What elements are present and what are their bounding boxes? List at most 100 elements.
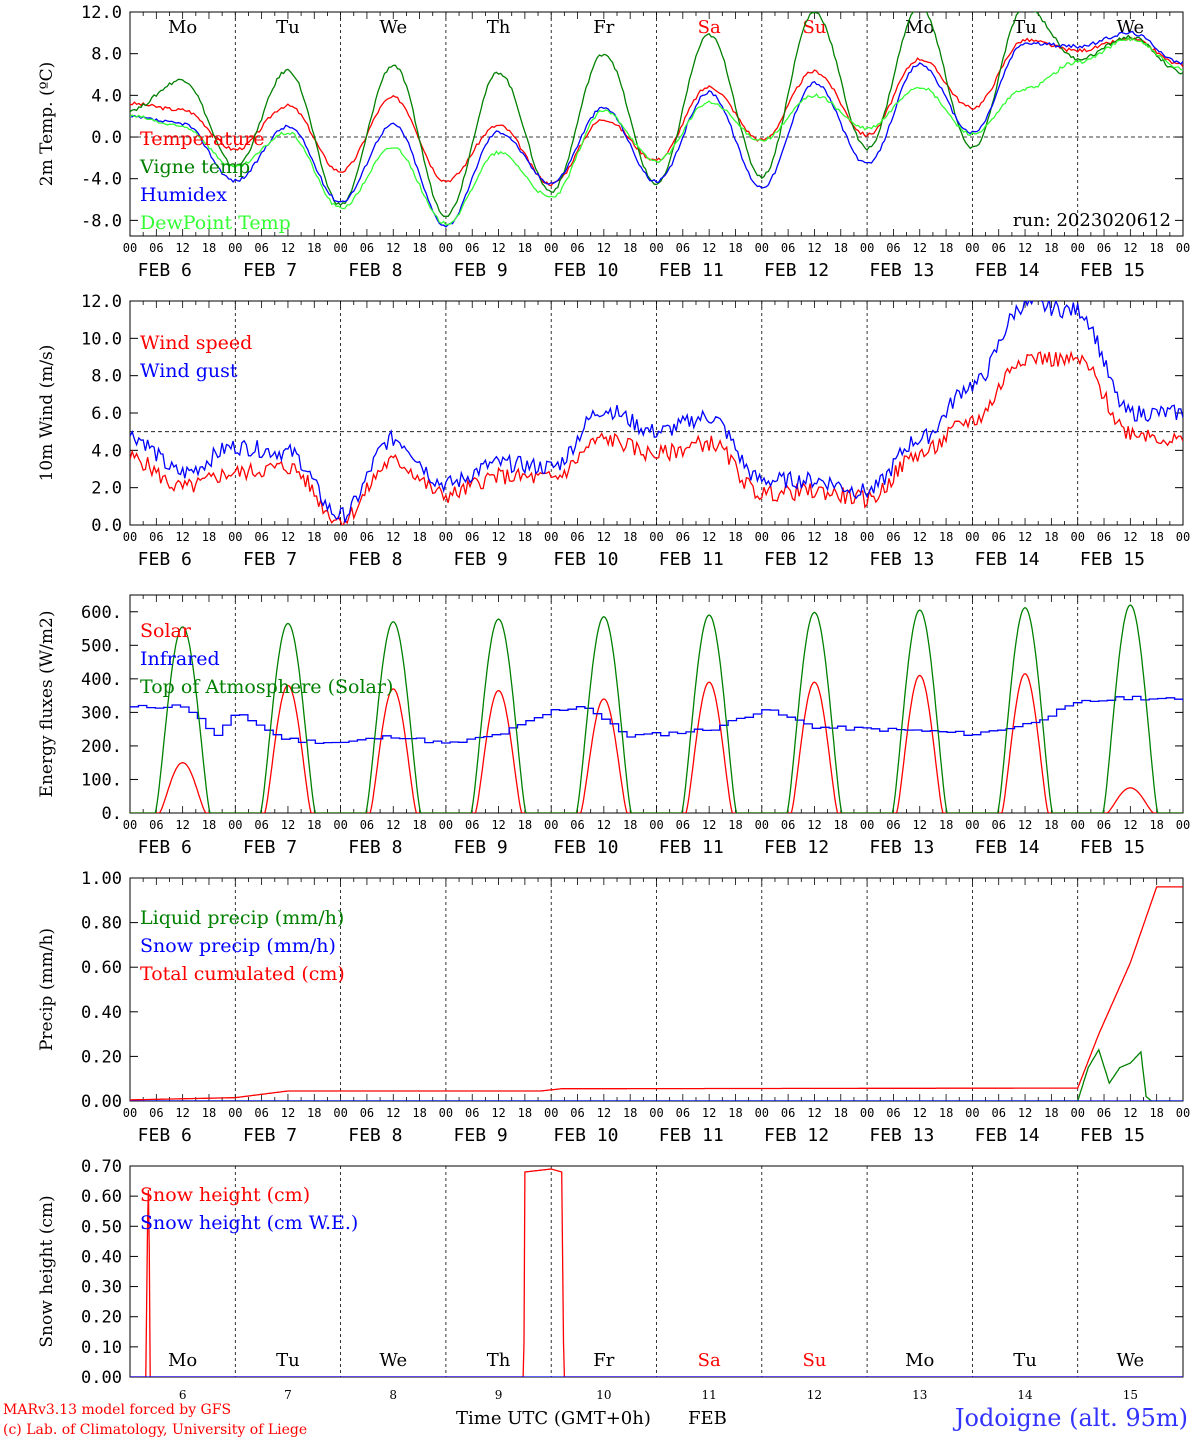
y-tick-label: 0.0	[91, 128, 122, 148]
hour-tick-label: 18	[834, 818, 848, 832]
hour-tick-label: 00	[965, 1106, 979, 1120]
y-tick-label: 0.40	[81, 1247, 122, 1267]
hour-tick-label: 12	[807, 241, 821, 255]
y-tick-label: 1.00	[81, 869, 122, 889]
hour-tick-label: 18	[1149, 530, 1163, 544]
legend-entry: Snow height (cm W.E.)	[140, 1212, 358, 1234]
day-label: FEB 11	[659, 260, 724, 281]
hour-tick-label: 00	[333, 241, 347, 255]
hour-tick-label: 00	[649, 1106, 663, 1120]
hour-tick-label: 12	[281, 1106, 295, 1120]
hour-tick-label: 06	[676, 530, 690, 544]
hour-tick-label: 06	[465, 530, 479, 544]
hour-tick-label: 18	[728, 818, 742, 832]
hour-tick-label: 18	[939, 818, 953, 832]
hour-tick-label: 12	[702, 241, 716, 255]
legend-entry: Liquid precip (mm/h)	[140, 907, 344, 929]
hour-tick-label: 12	[1018, 241, 1032, 255]
legend-entry: DewPoint Temp	[140, 212, 291, 234]
hour-tick-label: 18	[1044, 818, 1058, 832]
series-line-3	[130, 30, 1183, 228]
y-tick-label: 4.0	[91, 86, 122, 106]
hour-tick-label: 00	[1176, 818, 1190, 832]
run-label: run: 2023020612	[1013, 210, 1171, 231]
series-line-4	[130, 37, 1183, 226]
hour-tick-label: 06	[676, 1106, 690, 1120]
series-line-1	[130, 36, 1183, 187]
hour-tick-label: 06	[570, 1106, 584, 1120]
hour-tick-label: 00	[228, 818, 242, 832]
day-label: FEB 9	[454, 260, 508, 281]
hour-tick-label: 12	[807, 530, 821, 544]
hour-tick-label: 18	[202, 1106, 216, 1120]
y-axis-label: Snow height (cm)	[37, 1195, 57, 1347]
hour-tick-label: 18	[623, 241, 637, 255]
hour-tick-label: 18	[518, 818, 532, 832]
day-label: FEB 7	[243, 1125, 297, 1146]
hour-tick-label: 06	[149, 1106, 163, 1120]
hour-tick-label: 12	[175, 241, 189, 255]
hour-tick-label: 18	[834, 530, 848, 544]
hour-tick-label: 12	[386, 530, 400, 544]
y-axis-label: 10m Wind (m/s)	[37, 345, 57, 482]
y-tick-label: 2.0	[91, 479, 122, 499]
hour-tick-label: 18	[728, 241, 742, 255]
hour-tick-label: 12	[281, 241, 295, 255]
hour-tick-label: 00	[755, 1106, 769, 1120]
hour-tick-label: 18	[202, 818, 216, 832]
weekday-label: Sa	[698, 1350, 721, 1371]
hour-tick-label: 00	[123, 241, 137, 255]
legend-entry: Temperature	[140, 128, 264, 150]
hour-tick-label: 12	[491, 530, 505, 544]
hour-tick-label: 00	[860, 1106, 874, 1120]
y-tick-label: 0.40	[81, 1003, 122, 1023]
legend-entry: Humidex	[140, 184, 227, 206]
y-tick-label: 6.0	[91, 404, 122, 424]
weekday-label: Tu	[1013, 17, 1037, 38]
y-tick-label: 200.	[81, 737, 122, 757]
legend-entry: Infrared	[140, 648, 220, 670]
x-axis-title: Time UTC (GMT+0h)	[456, 1408, 651, 1429]
day-number-label: 14	[1017, 1388, 1033, 1402]
legend-entry: Solar	[140, 620, 192, 642]
hour-tick-label: 12	[175, 818, 189, 832]
day-label: FEB 14	[975, 1125, 1040, 1146]
day-label: FEB 9	[454, 1125, 508, 1146]
hour-tick-label: 06	[254, 241, 268, 255]
hour-tick-label: 12	[913, 241, 927, 255]
hour-tick-label: 00	[755, 530, 769, 544]
hour-tick-label: 00	[860, 241, 874, 255]
y-axis-label: Energy fluxes (W/m2)	[37, 611, 57, 798]
y-tick-label: 300.	[81, 703, 122, 723]
day-label: FEB 11	[659, 549, 724, 570]
day-label: FEB 12	[764, 837, 829, 858]
day-number-label: 7	[284, 1388, 292, 1402]
y-tick-label: 0.60	[81, 958, 122, 978]
day-label: FEB 12	[764, 1125, 829, 1146]
panel-1: 00 06 12 18 00 06 12 18 00 06 12 18 00 06 12 18 00 06 12 18…	[37, 3, 1190, 281]
hour-tick-label: 06	[360, 1106, 374, 1120]
y-tick-label: 0.00	[81, 1368, 122, 1388]
hour-tick-label: 00	[965, 530, 979, 544]
hour-tick-label: 18	[623, 818, 637, 832]
y-tick-label: 10.0	[81, 329, 122, 349]
weekday-label: Th	[487, 1350, 511, 1371]
hour-tick-label: 18	[1149, 818, 1163, 832]
hour-tick-label: 00	[123, 1106, 137, 1120]
hour-tick-label: 06	[465, 818, 479, 832]
hour-tick-label: 06	[360, 241, 374, 255]
weekday-label: Mo	[168, 17, 197, 38]
y-tick-label: 400.	[81, 670, 122, 690]
hour-tick-label: 00	[755, 241, 769, 255]
hour-tick-label: 12	[386, 818, 400, 832]
hour-tick-label: 12	[913, 818, 927, 832]
hour-tick-label: 18	[518, 530, 532, 544]
day-label: FEB 7	[243, 549, 297, 570]
hour-tick-label: 06	[149, 530, 163, 544]
hour-tick-label: 12	[281, 818, 295, 832]
hour-tick-label: 06	[254, 530, 268, 544]
hour-tick-label: 00	[860, 818, 874, 832]
hour-tick-label: 18	[1149, 241, 1163, 255]
x-axis-month: FEB	[688, 1408, 727, 1429]
hour-tick-label: 12	[386, 241, 400, 255]
